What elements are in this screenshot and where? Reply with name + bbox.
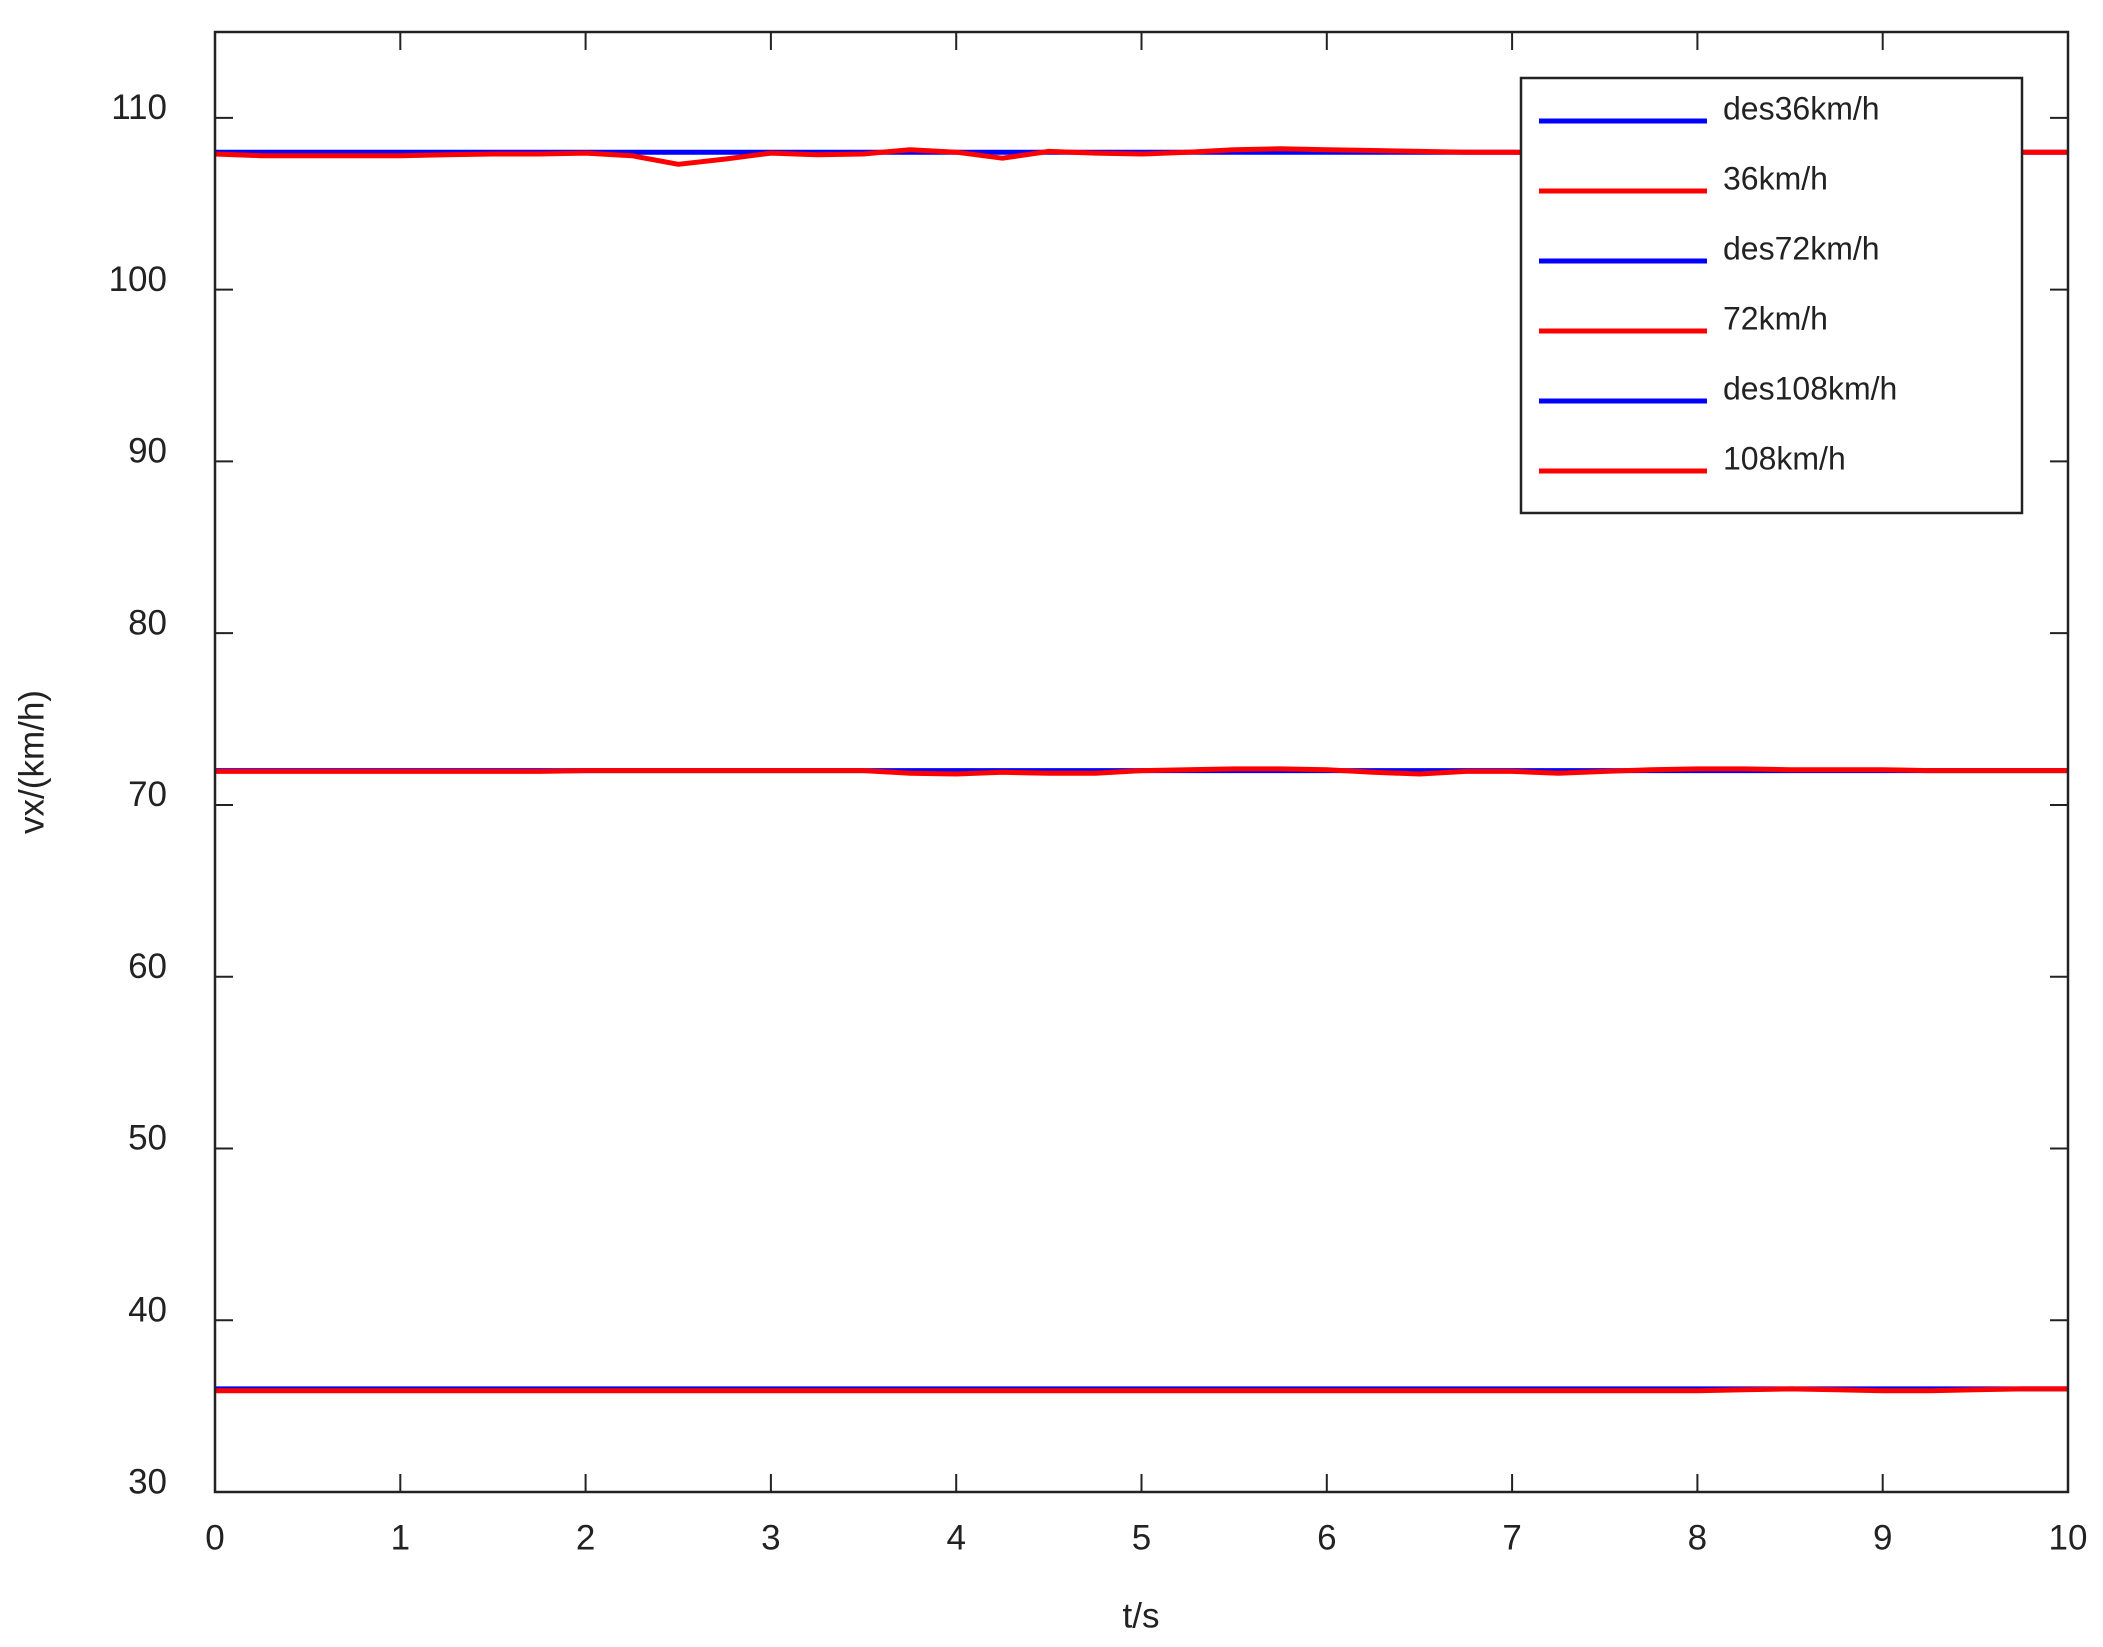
x-tick-label: 6 bbox=[1317, 1518, 1336, 1557]
legend-label: des108km/h bbox=[1723, 370, 1897, 406]
legend-label: des36km/h bbox=[1723, 90, 1880, 126]
y-tick-label: 80 bbox=[128, 603, 167, 642]
series-line bbox=[215, 766, 2068, 777]
x-tick-label: 9 bbox=[1873, 1518, 1892, 1557]
y-tick-label: 60 bbox=[128, 947, 167, 986]
x-tick-label: 2 bbox=[576, 1518, 595, 1557]
legend-label: 108km/h bbox=[1723, 440, 1846, 476]
x-tick-label: 7 bbox=[1502, 1518, 1521, 1557]
y-tick-label: 50 bbox=[128, 1119, 167, 1158]
legend-label: 36km/h bbox=[1723, 160, 1828, 196]
x-tick-label: 8 bbox=[1688, 1518, 1707, 1557]
x-tick-label: 0 bbox=[205, 1518, 224, 1557]
legend-label: des72km/h bbox=[1723, 230, 1880, 266]
legend-box bbox=[1519, 76, 2024, 515]
y-tick-label: 110 bbox=[111, 88, 167, 127]
x-axis-label: t/s bbox=[1123, 1596, 1160, 1635]
x-tick-label: 3 bbox=[761, 1518, 780, 1557]
y-tick-label: 70 bbox=[128, 775, 167, 814]
x-tick-label: 1 bbox=[391, 1518, 410, 1557]
x-tick-label: 4 bbox=[946, 1518, 965, 1557]
series-line bbox=[215, 1386, 2068, 1394]
y-tick-label: 90 bbox=[128, 432, 167, 471]
x-tick-label: 10 bbox=[2049, 1518, 2088, 1557]
y-tick-label: 100 bbox=[109, 260, 167, 299]
x-tick-label: 5 bbox=[1132, 1518, 1151, 1557]
y-axis-label: vx/(km/h) bbox=[12, 690, 51, 834]
y-tick-label: 30 bbox=[128, 1462, 167, 1501]
plot-frame bbox=[213, 30, 2070, 1494]
y-tick-label: 40 bbox=[128, 1290, 167, 1329]
legend-label: 72km/h bbox=[1723, 300, 1828, 336]
